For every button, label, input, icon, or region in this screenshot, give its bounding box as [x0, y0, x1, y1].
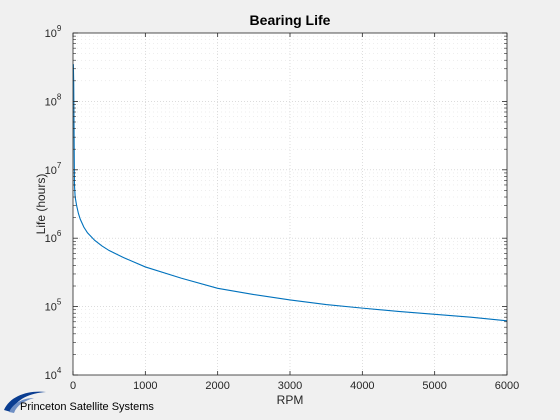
y-tick-label: 104 [45, 366, 62, 382]
axis-ticks [72, 32, 508, 376]
major-grid [73, 33, 507, 375]
y-tick-label: 107 [45, 161, 62, 177]
y-tick-labels: 104 105 106 107 108 109 [45, 24, 62, 382]
x-tick-label: 1000 [133, 380, 157, 392]
x-tick-label: 2000 [205, 380, 229, 392]
x-tick-label: 5000 [422, 380, 446, 392]
swoosh-icon [4, 391, 46, 412]
y-tick-label: 105 [45, 298, 62, 314]
y-tick-label: 109 [45, 24, 62, 40]
chart-title: Bearing Life [250, 12, 331, 28]
logo-text: Princeton Satellite Systems [20, 401, 154, 413]
y-tick-label: 106 [45, 229, 62, 245]
x-tick-label: 6000 [495, 380, 519, 392]
x-tick-label: 3000 [278, 380, 302, 392]
y-tick-label: 108 [45, 92, 62, 108]
x-tick-label: 4000 [350, 380, 374, 392]
series-line-0 [72, 64, 508, 322]
x-tick-labels: 0 1000 2000 3000 4000 5000 6000 [70, 380, 519, 392]
logo: Princeton Satellite Systems [4, 391, 154, 413]
x-tick-label: 0 [70, 380, 76, 392]
x-axis-label: RPM [277, 393, 304, 407]
series-layer [72, 64, 508, 322]
y-axis-label: Life (hours) [34, 174, 48, 235]
swoosh-inner-icon [9, 398, 34, 413]
